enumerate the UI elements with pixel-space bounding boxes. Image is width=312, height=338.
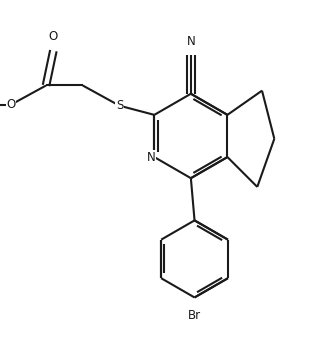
Text: S: S [116, 99, 123, 112]
Text: O: O [49, 30, 58, 43]
Text: O: O [7, 98, 16, 111]
Text: N: N [187, 35, 195, 48]
Text: N: N [147, 150, 156, 164]
Text: Br: Br [188, 309, 201, 322]
